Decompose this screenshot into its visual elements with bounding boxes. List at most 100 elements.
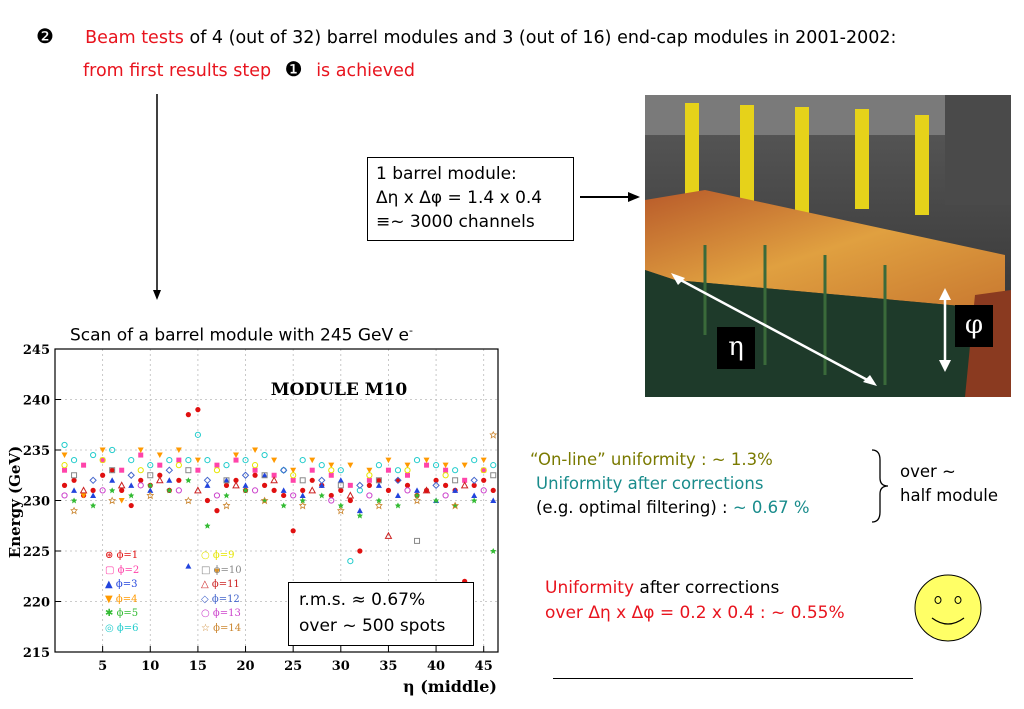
phi-label: φ <box>955 305 993 347</box>
data-point <box>176 457 182 463</box>
y-tick-label: 235 <box>23 444 50 459</box>
data-point <box>194 457 201 464</box>
data-point <box>375 497 382 504</box>
data-point <box>442 472 449 479</box>
module-box-line-1: 1 barrel module: <box>376 164 517 184</box>
rms-line-1: r.m.s. ≈ 0.67% <box>299 590 426 610</box>
data-point <box>290 472 297 479</box>
data-point <box>480 457 487 464</box>
data-point <box>99 447 106 453</box>
uniformity-2-rest: after corrections <box>634 578 780 598</box>
data-point <box>261 472 268 479</box>
data-point <box>300 487 306 493</box>
data-point <box>61 452 68 459</box>
first-results-label: from first results step <box>83 61 272 81</box>
data-point <box>490 497 497 503</box>
uniformity-2-line-2: over Δη x Δφ = 0.2 x 0.4 : ~ 0.55% <box>545 603 845 623</box>
data-point <box>460 481 469 489</box>
half-module-label: over ~ half module <box>900 460 998 508</box>
data-point <box>90 487 96 493</box>
data-point <box>414 492 421 499</box>
data-point <box>117 481 126 489</box>
data-point <box>384 531 393 539</box>
data-point <box>366 492 373 499</box>
legend-label: ϕ=2 <box>117 564 140 576</box>
uniformity-after-corrections: Uniformity after corrections <box>536 474 764 493</box>
data-point <box>157 472 163 478</box>
scan-caption-text: Scan of a barrel module with 245 GeV e <box>70 325 410 346</box>
data-point <box>176 477 182 483</box>
data-point <box>61 462 68 469</box>
data-point <box>290 477 296 483</box>
data-point <box>118 498 125 504</box>
data-point <box>138 477 144 483</box>
data-point <box>166 477 173 483</box>
data-point <box>394 492 401 498</box>
data-point <box>147 482 154 489</box>
y-tick-label: 225 <box>23 545 50 560</box>
chart-title: MODULE M10 <box>271 380 408 400</box>
data-point <box>299 492 306 498</box>
legend-marker: ▼ <box>105 593 116 605</box>
data-point <box>61 482 68 488</box>
module-box-line-2: Δη x Δφ = 1.4 x 0.4 <box>376 188 543 208</box>
data-point <box>481 467 487 473</box>
data-point <box>309 467 315 473</box>
data-point <box>404 472 410 478</box>
data-point <box>128 457 135 464</box>
chart-points <box>61 407 498 584</box>
data-point <box>299 477 306 484</box>
chart-ticks: 5 10 15 20 25 30 35 40 45 215 220 225 230 235 240 245 <box>23 343 493 674</box>
data-point <box>157 462 163 468</box>
legend-item: ▢ ϕ=2 <box>105 565 139 576</box>
optimal-filtering-value: ~ 0.67 % <box>732 498 810 517</box>
data-point <box>62 467 68 473</box>
data-point <box>223 492 230 499</box>
data-point <box>290 528 296 534</box>
data-point <box>270 476 278 484</box>
data-point <box>394 502 401 509</box>
data-point <box>471 492 478 498</box>
data-point <box>385 457 392 464</box>
data-point <box>309 457 316 464</box>
legend-item: ⊛ ϕ=1 <box>105 550 138 561</box>
data-point <box>337 502 344 509</box>
step-1-bullet: ❶ <box>284 57 303 81</box>
data-point <box>242 482 249 488</box>
x-tick-label: 25 <box>284 659 302 674</box>
down-arrow <box>153 94 161 300</box>
legend-label: ϕ=12 <box>211 593 240 605</box>
data-point <box>442 492 449 499</box>
data-point <box>375 482 382 488</box>
data-point <box>252 467 258 473</box>
data-point <box>279 466 288 474</box>
beam-tests-description: of 4 (out of 32) barrel modules and 3 (o… <box>183 28 897 48</box>
bottom-rule <box>553 678 913 679</box>
data-point <box>223 462 230 469</box>
data-point <box>385 467 391 473</box>
data-point <box>213 467 221 474</box>
data-point <box>290 492 297 499</box>
legend-marker: ◎ <box>105 622 117 634</box>
legend-item: △ ϕ=11 <box>201 579 240 590</box>
rms-box: r.m.s. ≈ 0.67% over ~ 500 spots <box>288 582 474 646</box>
data-point <box>89 476 97 485</box>
data-point <box>109 467 116 474</box>
data-point <box>424 462 430 468</box>
data-point <box>90 451 97 459</box>
data-point <box>61 441 68 449</box>
data-point <box>185 477 192 484</box>
x-tick-label: 15 <box>189 659 207 674</box>
legend-marker: ☆ <box>201 622 214 634</box>
energy-scan-chart: 5 10 15 20 25 30 35 40 45 215 220 225 230 235 240 245 M… <box>0 342 510 702</box>
data-point <box>328 462 335 469</box>
y-axis-label: Energy (GeV) <box>6 446 24 558</box>
uniformity-block: “On-line” uniformity : ~ 1.3% Uniformity… <box>530 448 810 520</box>
data-point <box>347 497 353 504</box>
data-point <box>232 481 240 489</box>
data-point <box>394 467 402 474</box>
optimal-filtering-label: (e.g. optimal filtering) : <box>536 498 733 517</box>
data-point <box>195 407 201 413</box>
data-point <box>480 467 487 474</box>
y-tick-label: 245 <box>23 343 50 358</box>
